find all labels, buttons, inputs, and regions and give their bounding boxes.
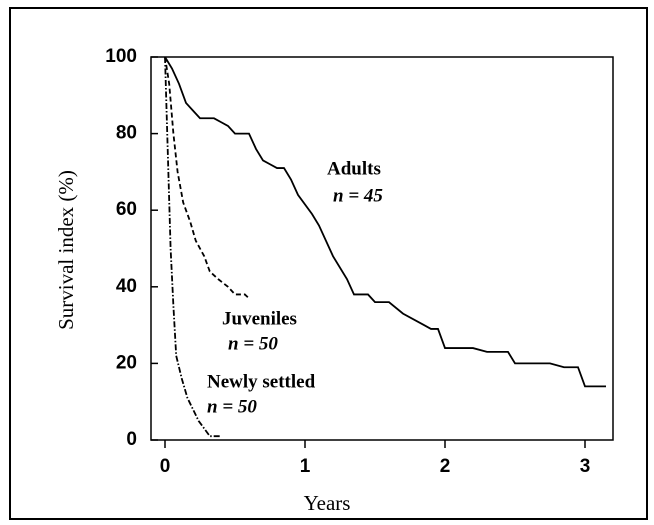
y-tick-label: 60 (116, 199, 137, 220)
plot-frame (150, 56, 614, 441)
y-tick-label: 40 (116, 276, 137, 297)
y-tick-label: 20 (116, 352, 137, 373)
series-n-label: n = 50 (228, 333, 278, 354)
series-label: Newly settled (207, 371, 316, 392)
series-line (164, 56, 221, 438)
y-axis-label: Survival index (%) (54, 170, 78, 330)
y-tick-label: 80 (116, 123, 137, 144)
series-label: Adults (327, 158, 381, 179)
y-tick-label: 100 (105, 46, 137, 67)
series-label: Juveniles (222, 308, 297, 329)
y-tick-label: 0 (126, 429, 137, 450)
series-line (164, 56, 606, 388)
x-axis-label: Years (304, 491, 351, 515)
x-tick-label: 3 (580, 456, 591, 477)
x-tick-label: 2 (440, 456, 451, 477)
outer-frame (9, 7, 648, 520)
series-n-label: n = 50 (207, 396, 257, 417)
x-tick-label: 1 (300, 456, 311, 477)
series-n-label: n = 45 (333, 185, 383, 206)
series-line (164, 56, 250, 299)
x-tick-label: 0 (160, 456, 171, 477)
